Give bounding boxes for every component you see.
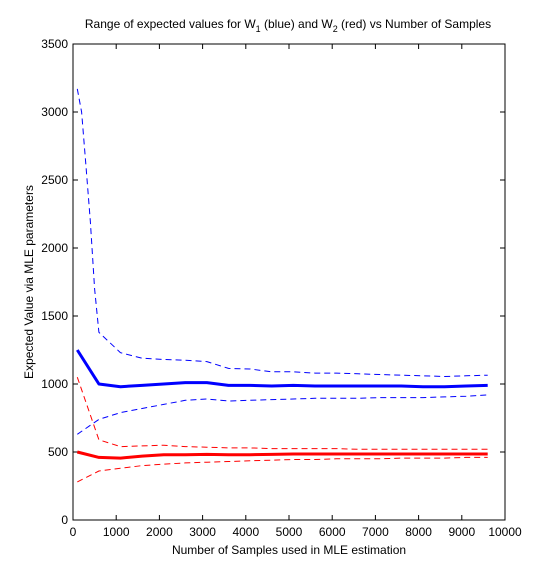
y-tick-label: 500: [48, 445, 68, 459]
x-tick-label: 6000: [319, 525, 346, 539]
x-tick-label: 4000: [232, 525, 259, 539]
plot-area: [73, 44, 505, 520]
y-tick-label: 2500: [41, 173, 68, 187]
y-tick-label: 3500: [41, 37, 68, 51]
x-tick-label: 7000: [362, 525, 389, 539]
x-tick-label: 9000: [448, 525, 475, 539]
x-tick-label: 10000: [488, 525, 522, 539]
chart-title: Range of expected values for W1 (blue) a…: [85, 17, 491, 34]
x-tick-label: 2000: [146, 525, 173, 539]
y-tick-label: 1000: [41, 377, 68, 391]
y-tick-label: 1500: [41, 309, 68, 323]
x-tick-label: 1000: [103, 525, 130, 539]
y-axis-label: Expected Value via MLE parameters: [22, 185, 36, 379]
x-tick-label: 0: [70, 525, 77, 539]
x-tick-label: 8000: [405, 525, 432, 539]
x-tick-label: 3000: [189, 525, 216, 539]
y-tick-label: 3000: [41, 105, 68, 119]
y-tick-label: 2000: [41, 241, 68, 255]
x-axis-label: Number of Samples used in MLE estimation: [172, 543, 406, 557]
x-tick-label: 5000: [276, 525, 303, 539]
y-tick-label: 0: [61, 513, 68, 527]
